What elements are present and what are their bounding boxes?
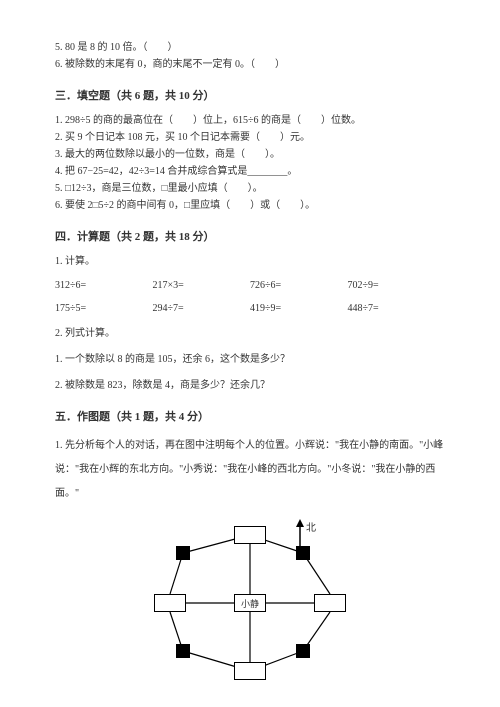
section-3-title: 三．填空题（共 6 题，共 10 分） (55, 87, 445, 103)
drawing-paragraph: 1. 先分析每个人的对话，再在图中注明每个人的位置。小辉说："我在小静的南面。"… (55, 434, 445, 506)
square-se (296, 644, 310, 658)
fill-q1: 1. 298÷5 的商的最高位在（ ）位上，615÷6 的商是（ ）位数。 (55, 113, 445, 129)
section-5-title: 五．作图题（共 1 题，共 4 分） (55, 408, 445, 424)
calc-sub-2: 2. 被除数是 823，除数是 4，商是多少？还余几？ (55, 378, 445, 394)
calc-cell: 175÷5= (55, 303, 153, 314)
judge-line-5: 5. 80 是 8 的 10 倍。（ ） (55, 40, 445, 56)
section-4-title: 四．计算题（共 2 题，共 18 分） (55, 228, 445, 244)
judge-line-6: 6. 被除数的末尾有 0，商的末尾不一定有 0。（ ） (55, 57, 445, 73)
fill-q2: 2. 买 9 个日记本 108 元，买 10 个日记本需要（ ）元。 (55, 130, 445, 146)
node-bottom (234, 662, 266, 680)
node-top (234, 526, 266, 544)
fill-q4: 4. 把 67−25=42，42÷3=14 合并成综合算式是________。 (55, 164, 445, 180)
node-left (154, 594, 186, 612)
calc-cell: 217×3= (153, 280, 251, 291)
calc-row-1: 312÷6= 217×3= 726÷6= 702÷9= (55, 280, 445, 291)
calc-cell: 294÷7= (153, 303, 251, 314)
calc-label-1: 1. 计算。 (55, 254, 445, 270)
node-right (314, 594, 346, 612)
center-label: 小静 (241, 597, 259, 610)
calc-label-2: 2. 列式计算。 (55, 326, 445, 342)
square-sw (176, 644, 190, 658)
calc-cell: 312÷6= (55, 280, 153, 291)
fill-q3: 3. 最大的两位数除以最小的一位数，商是（ ）。 (55, 147, 445, 163)
calc-cell: 419÷9= (250, 303, 348, 314)
fill-q6: 6. 要使 2□5÷2 的商中间有 0，□里应填（ ）或（ ）。 (55, 198, 445, 214)
calc-cell: 726÷6= (250, 280, 348, 291)
north-label: 北 (306, 519, 316, 534)
calc-row-2: 175÷5= 294÷7= 419÷9= 448÷7= (55, 303, 445, 314)
fill-q5: 5. □12÷3，商是三位数，□里最小应填（ ）。 (55, 181, 445, 197)
calc-cell: 448÷7= (348, 303, 446, 314)
square-nw (176, 546, 190, 560)
calc-cell: 702÷9= (348, 280, 446, 291)
node-center: 小静 (234, 594, 266, 612)
calc-sub-1: 1. 一个数除以 8 的商是 105，还余 6，这个数是多少？ (55, 352, 445, 368)
position-diagram: 北 小静 (140, 516, 360, 691)
square-ne (296, 546, 310, 560)
